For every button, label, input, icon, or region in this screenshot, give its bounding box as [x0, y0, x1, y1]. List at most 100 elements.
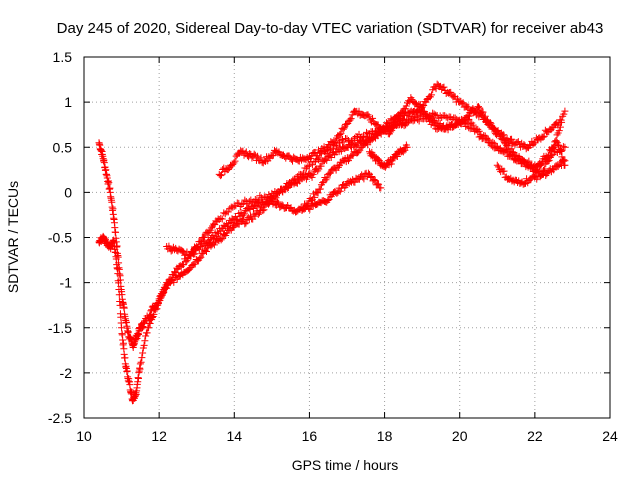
data-point-track-c: [284, 184, 292, 192]
data-point-track-e: [370, 176, 378, 184]
data-point-track-d: [502, 140, 510, 148]
data-point-track-b: [326, 169, 334, 177]
data-point-track-b: [202, 248, 210, 256]
x-tick-label: 22: [527, 428, 543, 444]
data-point-track-b: [123, 367, 131, 375]
data-point-track-g: [393, 153, 401, 161]
data-point-track-d: [490, 125, 498, 133]
data-point-track-c: [539, 133, 547, 141]
data-point-track-d: [387, 128, 395, 136]
data-point-track-g: [399, 148, 407, 156]
data-point-track-b: [140, 341, 148, 349]
x-tick-label: 12: [151, 428, 167, 444]
data-point-track-a: [561, 143, 569, 151]
data-point-track-d: [347, 115, 355, 123]
data-point-track-d: [509, 148, 517, 156]
data-point-track-d: [423, 110, 431, 118]
data-point-track-a: [465, 124, 473, 132]
data-point-track-e: [324, 197, 332, 205]
axis-ticks-layer: 10 12 14 16 18 20 22 24 -2.5 -2 -1.5 -1 -0.5 0 0.5 1 1.5: [48, 49, 618, 444]
y-tick-label: 1.5: [53, 49, 73, 65]
data-point-track-e: [306, 205, 314, 213]
data-point-track-d: [487, 120, 495, 128]
data-point-track-b: [254, 210, 262, 218]
data-point-track-b: [555, 127, 563, 135]
data-point-track-b: [560, 110, 568, 118]
data-point-track-b: [153, 305, 161, 313]
data-point-track-b: [466, 120, 474, 128]
data-point-track-a: [308, 161, 316, 169]
data-point-track-a: [305, 161, 313, 169]
data-point-track-b: [138, 354, 146, 362]
data-point-track-d: [337, 129, 345, 137]
data-point-track-b: [154, 299, 162, 307]
data-point-track-e: [364, 169, 372, 177]
y-axis-label: SDTVAR / TECUs: [5, 181, 21, 293]
data-point-track-d: [507, 145, 515, 153]
data-point-track-b: [314, 189, 322, 197]
data-point-track-c: [233, 216, 241, 224]
data-point-track-b: [217, 236, 225, 244]
data-point-track-d: [330, 138, 338, 146]
data-point-track-a: [241, 196, 249, 204]
data-point-track-f: [554, 162, 562, 170]
data-point-track-a: [207, 224, 215, 232]
data-point-track-b: [278, 201, 286, 209]
y-tick-label: -2: [60, 365, 73, 381]
data-point-track-g: [375, 156, 383, 164]
data-point-track-c: [352, 142, 360, 150]
data-point-track-b: [319, 179, 327, 187]
data-point-track-d: [231, 157, 239, 165]
data-point-track-b: [137, 358, 145, 366]
data-point-track-d: [392, 116, 400, 124]
data-point-track-d: [218, 171, 226, 179]
chart-title: Day 245 of 2020, Sidereal Day-to-day VTE…: [57, 20, 604, 37]
data-point-track-d: [444, 126, 452, 134]
y-tick-label: 0: [64, 184, 72, 200]
data-point-track-b: [242, 219, 250, 227]
data-point-track-d: [471, 108, 479, 116]
data-point-track-b: [197, 253, 205, 261]
y-tick-label: -0.5: [48, 230, 72, 246]
data-point-track-a: [337, 136, 345, 144]
data-points-layer: [95, 80, 569, 405]
data-point-track-b: [355, 148, 363, 156]
data-point-track-b: [121, 354, 129, 362]
data-point-track-c: [327, 153, 335, 161]
data-point-track-b: [136, 360, 144, 368]
data-point-track-c: [428, 91, 436, 99]
data-point-track-a: [220, 209, 228, 217]
data-point-track-b: [241, 220, 249, 228]
data-point-track-c: [308, 173, 316, 181]
data-point-track-b: [408, 116, 416, 124]
data-point-track-b: [316, 185, 324, 193]
data-point-track-c: [369, 133, 377, 141]
data-point-track-g: [403, 143, 411, 151]
data-point-track-c: [514, 138, 522, 146]
data-point-track-a: [105, 179, 113, 187]
data-point-track-c: [239, 211, 247, 219]
data-point-track-e: [377, 184, 385, 192]
data-point-track-c: [167, 247, 175, 255]
data-point-track-d: [346, 116, 354, 124]
data-point-track-d: [340, 124, 348, 132]
data-point-track-b: [116, 301, 124, 309]
data-point-track-b: [163, 284, 171, 292]
data-point-track-b: [157, 292, 165, 300]
data-point-track-b: [170, 278, 178, 286]
data-point-track-d: [555, 141, 563, 149]
data-point-track-f: [560, 156, 568, 164]
data-point-track-a: [332, 142, 340, 150]
data-point-track-b: [145, 324, 153, 332]
data-point-track-b: [115, 279, 123, 287]
data-point-track-b: [154, 301, 162, 309]
data-point-track-c: [508, 135, 516, 143]
data-point-track-d: [336, 131, 344, 138]
data-point-track-a: [430, 110, 438, 118]
data-point-track-b: [218, 235, 226, 243]
data-point-track-c: [283, 184, 291, 192]
data-point-track-c: [272, 194, 280, 202]
data-point-track-b: [128, 388, 136, 396]
data-point-track-a: [238, 200, 246, 208]
data-point-track-d: [554, 141, 562, 149]
